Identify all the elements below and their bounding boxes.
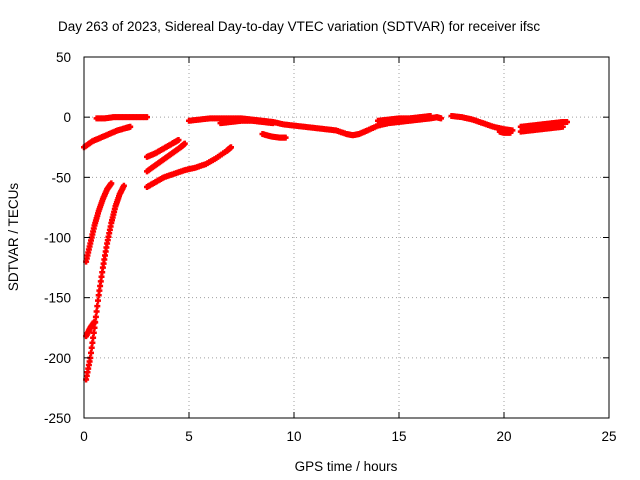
y-tick-label: -200: [44, 351, 71, 366]
y-axis-label: SDTVAR / TECUs: [6, 183, 21, 292]
data-points: [81, 112, 570, 383]
data-point: [92, 313, 99, 320]
data-point: [507, 129, 514, 136]
data-point: [181, 140, 188, 147]
y-tick-label: -100: [44, 231, 71, 246]
chart-title: Day 263 of 2023, Sidereal Day-to-day VTE…: [58, 19, 540, 34]
data-point: [88, 344, 95, 351]
data-point: [559, 123, 566, 130]
grid-lines: [84, 57, 609, 418]
y-tick-label: 0: [63, 110, 71, 125]
y-tick-label: -250: [44, 411, 71, 426]
data-point: [144, 114, 150, 121]
axis-ticks: 0 5 10 15 20 25 50 0 -50 -100 -150 -200 -250: [44, 50, 617, 444]
y-tick-label: -150: [44, 291, 71, 306]
data-point: [90, 334, 97, 341]
x-axis-label: GPS time / hours: [295, 459, 398, 474]
data-point: [92, 319, 99, 326]
y-tick-label: -50: [51, 170, 71, 185]
data-point: [127, 123, 134, 130]
data-point: [91, 324, 98, 331]
data-point: [108, 180, 115, 187]
data-point: [175, 137, 182, 144]
data-point: [228, 144, 234, 151]
x-tick-label: 0: [80, 429, 88, 444]
x-tick-label: 20: [496, 429, 511, 444]
y-tick-label: 50: [56, 50, 71, 65]
plot-frame: [83, 56, 610, 419]
data-point: [89, 339, 96, 346]
data-point: [270, 120, 276, 127]
data-point: [120, 182, 127, 189]
data-point: [438, 115, 444, 122]
data-point: [282, 134, 289, 141]
data-point: [88, 349, 94, 356]
data-point: [94, 303, 101, 310]
data-point: [90, 329, 97, 336]
x-tick-label: 25: [601, 429, 616, 444]
x-tick-label: 10: [286, 429, 301, 444]
x-tick-label: 15: [391, 429, 406, 444]
data-point: [427, 112, 434, 119]
x-tick-label: 5: [185, 429, 193, 444]
data-point: [95, 297, 101, 304]
data-point: [93, 308, 100, 315]
data-point: [564, 118, 570, 125]
